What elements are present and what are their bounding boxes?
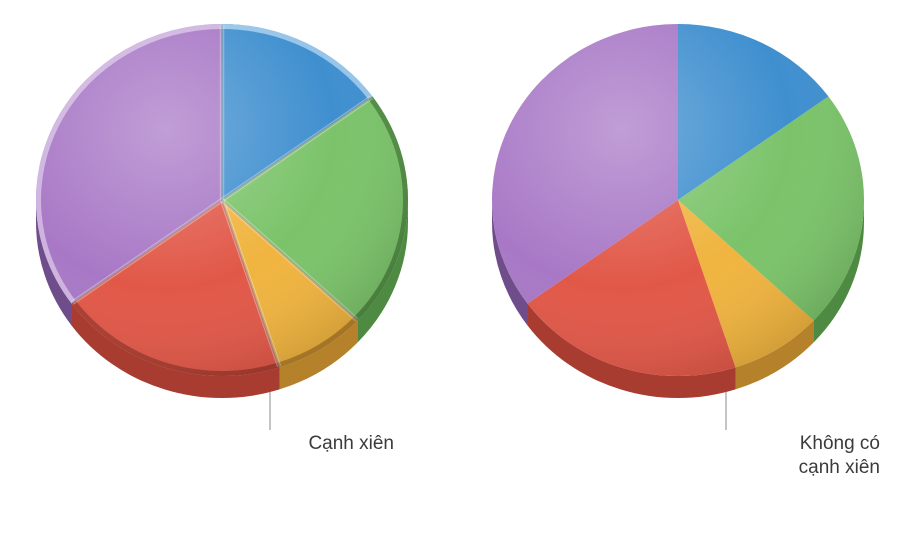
pie-right	[452, 0, 904, 438]
stage: Cạnh xiên Không có cạnh xiên	[0, 0, 904, 535]
pie-left	[0, 0, 448, 438]
callout-left-label: Cạnh xiên	[308, 432, 394, 456]
lighting-overlay	[492, 24, 864, 376]
lighting-overlay	[36, 24, 408, 376]
callout-right-label: Không có cạnh xiên	[799, 432, 880, 480]
